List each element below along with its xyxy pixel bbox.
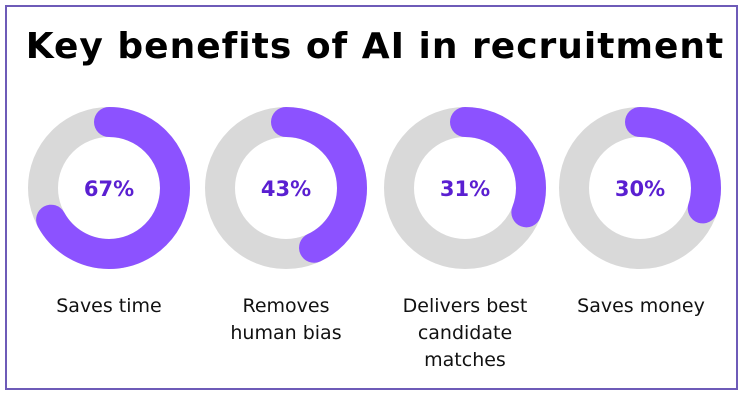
infographic-frame <box>5 5 738 390</box>
label-delivers-best-matches: Delivers best candidate matches <box>402 295 528 371</box>
donut-value-3: 30% <box>615 177 665 201</box>
donut-value-1: 43% <box>261 177 311 201</box>
label-saves-money: Saves money <box>577 295 705 317</box>
donut-value-2: 31% <box>440 177 490 201</box>
label-removes-human-bias: Removes human bias <box>230 295 342 344</box>
donut-arc-3 <box>559 107 721 269</box>
donut-value-0: 67% <box>84 177 134 201</box>
donut-arc-0 <box>28 107 190 269</box>
label-saves-time: Saves time <box>56 295 162 317</box>
chart-title: Key benefits of AI in recruitment <box>25 26 725 67</box>
donut-arc-2 <box>384 107 546 269</box>
donut-arc-1 <box>205 107 367 269</box>
